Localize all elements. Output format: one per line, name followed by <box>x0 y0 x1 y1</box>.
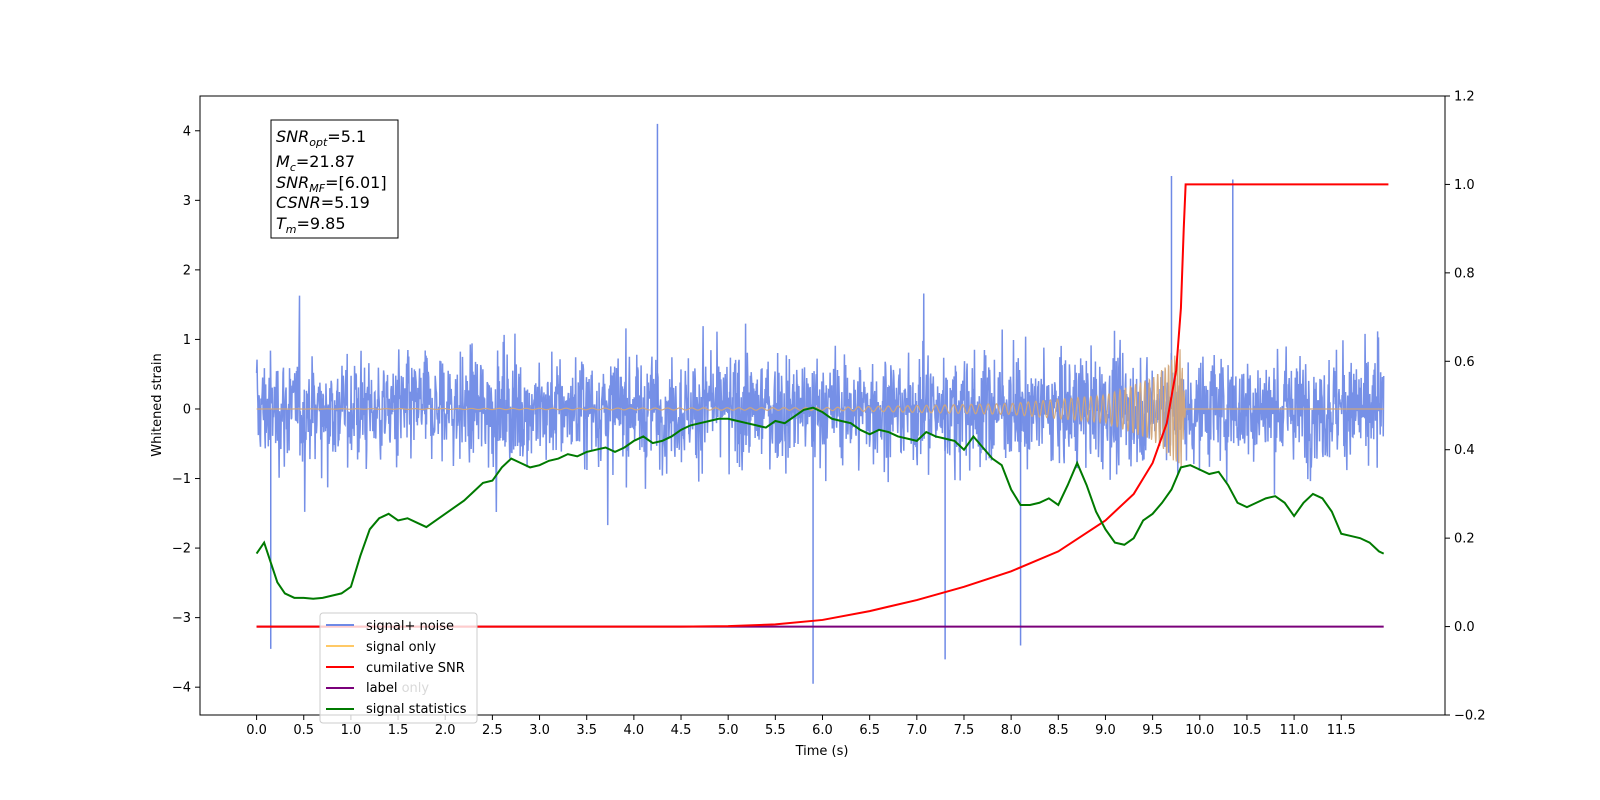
x-tick-label: 9.0 <box>1095 723 1116 738</box>
y2-tick-label: 0.6 <box>1454 355 1475 370</box>
y-tick-label: −2 <box>172 542 191 557</box>
x-tick-label: 4.5 <box>671 723 692 738</box>
y2-tick-label: −0.2 <box>1454 709 1486 724</box>
x-tick-label: 0.0 <box>246 723 267 738</box>
series-cumulative-snr <box>256 183 1389 628</box>
x-tick-label: 10.5 <box>1232 723 1261 738</box>
y2-tick-label: 0.2 <box>1454 532 1475 547</box>
annotation-mc-value: =21.87 <box>296 152 355 171</box>
legend-label-signal-noise: signal+ noise <box>366 619 454 634</box>
legend-label-signal-statistics: signal statistics <box>366 702 467 717</box>
x-tick-label: 1.5 <box>388 723 409 738</box>
y-tick-label: 3 <box>183 194 191 209</box>
x-tick-label: 11.0 <box>1280 723 1309 738</box>
y2-tick-label: 0.0 <box>1454 620 1475 635</box>
legend-background-text: label only <box>366 681 429 696</box>
plot-area <box>255 123 1389 684</box>
x-tick-label: 7.0 <box>906 723 927 738</box>
axes: 0.0 0.5 1.0 1.5 2.0 2.5 3.0 3.5 4.0 4.5 5.0 5.5 6.0 6… <box>172 90 1486 739</box>
x-tick-label: 0.5 <box>293 723 314 738</box>
snr-annotation-box: SNRopt=5.1 Mc=21.87 SNRMF=[6.01] CSNR=5.… <box>270 119 399 239</box>
annotation-frame <box>270 119 399 239</box>
x-tick-label: 8.0 <box>1001 723 1022 738</box>
y-tick-label: 0 <box>183 402 191 417</box>
y-axis-label: Whitened strain <box>150 353 165 456</box>
y-tick-label: −3 <box>172 611 191 626</box>
x-tick-label: 1.0 <box>341 723 362 738</box>
y2-tick-label: 0.4 <box>1454 443 1475 458</box>
annotation-snr-mf-value: =[6.01] <box>325 173 387 192</box>
legend-label-cumulative-snr: cumilative SNR <box>366 661 465 676</box>
x-tick-label: 2.0 <box>435 723 456 738</box>
legend: label only signal+ noise signal only cum… <box>319 612 478 724</box>
y-tick-label: −1 <box>172 472 191 487</box>
x-tick-label: 9.5 <box>1142 723 1163 738</box>
legend-label-signal-only: signal only <box>366 640 436 655</box>
x-tick-label: 3.0 <box>529 723 550 738</box>
x-tick-label: 2.5 <box>482 723 503 738</box>
y2-tick-label: 1.0 <box>1454 178 1475 193</box>
series-signal-noise <box>255 293 1385 526</box>
annotation-snr-opt: SNRopt=5.1 <box>276 127 366 149</box>
x-tick-label: 6.0 <box>812 723 833 738</box>
x-tick-label: 4.0 <box>624 723 645 738</box>
y-tick-label: 2 <box>183 263 191 278</box>
x-tick-label: 11.5 <box>1327 723 1356 738</box>
x-tick-label: 3.5 <box>576 723 597 738</box>
x-tick-label: 10.0 <box>1185 723 1214 738</box>
x-tick-label: 6.5 <box>859 723 880 738</box>
annotation-csnr-value: =5.19 <box>321 193 370 212</box>
annotation-tm: Tm=9.85 <box>276 214 346 236</box>
x-tick-label: 8.5 <box>1048 723 1069 738</box>
annotation-tm-value: =9.85 <box>297 214 346 233</box>
y2-tick-label: 0.8 <box>1454 266 1475 281</box>
annotation-csnr: CSNR=5.19 <box>276 193 370 212</box>
y-tick-label: 1 <box>183 333 191 348</box>
legend-label-label: label <box>366 681 397 696</box>
y-tick-label: −4 <box>172 681 191 696</box>
annotation-mc: Mc=21.87 <box>276 152 355 174</box>
x-tick-label: 5.5 <box>765 723 786 738</box>
x-axis-label: Time (s) <box>795 744 849 759</box>
x-tick-label: 7.5 <box>954 723 975 738</box>
series-signal-only <box>256 349 1384 467</box>
x-tick-label: 5.0 <box>718 723 739 738</box>
legend-frame <box>319 612 478 724</box>
y2-tick-label: 1.2 <box>1454 90 1475 105</box>
series-signal-statistics <box>255 406 1385 600</box>
annotation-snr-opt-value: =5.1 <box>327 127 366 146</box>
y-tick-label: 4 <box>183 124 191 139</box>
annotation-snr-mf: SNRMF=[6.01] <box>276 173 387 195</box>
